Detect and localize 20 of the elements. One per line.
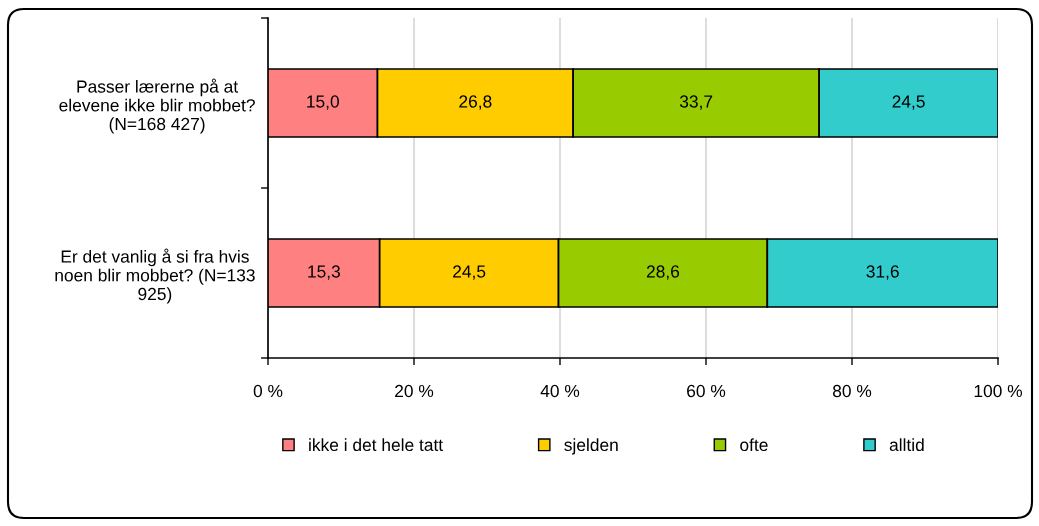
data-label: 15,0 xyxy=(307,95,339,110)
legend-label: ikke i det hele tatt xyxy=(309,438,443,452)
legend-label: ofte xyxy=(740,438,768,452)
data-label: 24,5 xyxy=(453,265,486,280)
x-tick-label: 40 % xyxy=(540,384,580,398)
data-label: 26,8 xyxy=(459,95,492,110)
data-label: 24,5 xyxy=(892,95,925,110)
x-tick-label: 0 % xyxy=(253,384,283,398)
data-label: 15,3 xyxy=(308,265,340,280)
x-tick-label: 60 % xyxy=(687,384,726,398)
x-tick-label: 20 % xyxy=(395,384,434,398)
legend-label: sjelden xyxy=(564,438,618,455)
x-tick-label: 100 % xyxy=(974,384,1022,398)
y-tick-label: Passer lærerne på at elevene ikke blir mobbet? (N=168 427) xyxy=(59,78,255,134)
legend-label: alltid xyxy=(889,438,924,452)
x-tick-label: 80 % xyxy=(832,384,872,398)
data-label: 33,7 xyxy=(679,95,713,110)
y-tick-label: Er det vanlig å si fra hvis noen blir mobbet? (N=133 925) xyxy=(55,248,255,304)
data-label: 28,6 xyxy=(646,265,680,280)
data-label: 31,6 xyxy=(866,265,899,280)
